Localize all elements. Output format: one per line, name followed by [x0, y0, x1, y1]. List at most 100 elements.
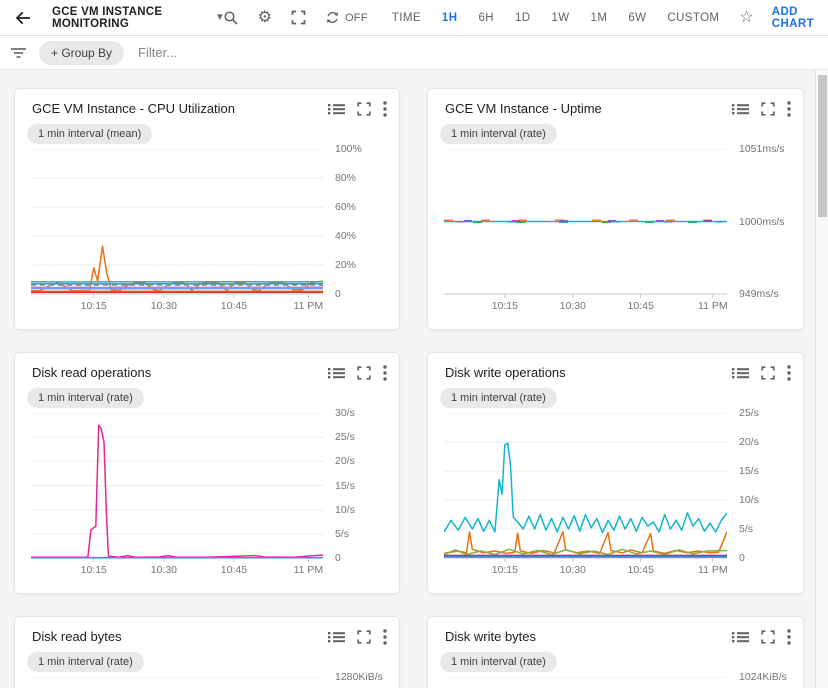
x-axis-tick-label: 10:30 — [150, 300, 177, 312]
chart-card-actions — [328, 629, 387, 645]
settings-gear-icon[interactable]: ⚙ — [257, 8, 272, 26]
y-axis-tick-label: 0 — [739, 552, 745, 564]
x-axis-tick-label: 10:45 — [220, 300, 248, 312]
x-axis-tick-label: 10:30 — [559, 300, 586, 312]
interval-chip: 1 min interval (rate) — [440, 652, 557, 672]
group-by-chip[interactable]: + Group By — [39, 40, 125, 65]
legend-icon[interactable] — [732, 102, 749, 116]
x-axis-tick-label: 10:30 — [150, 564, 177, 576]
interval-chip: 1 min interval (rate) — [440, 124, 557, 144]
time-range-1w[interactable]: 1W — [551, 11, 570, 24]
more-options-icon[interactable] — [383, 101, 387, 117]
chart-plot-area — [31, 149, 323, 299]
y-axis-labels: 0 20% 40% 60% 80% 100% — [329, 143, 395, 300]
x-axis-tick-label: 10:15 — [80, 564, 107, 576]
x-axis-tick-label: 10:45 — [627, 564, 654, 576]
legend-icon[interactable] — [328, 630, 345, 644]
chart-card-uptime: GCE VM Instance - Uptime 1 min interval … — [427, 88, 804, 330]
expand-chart-icon[interactable] — [357, 630, 371, 644]
chart-plot-area — [444, 677, 727, 688]
chart-card-disk-read-operations: Disk read operations 1 min interval (rat… — [14, 352, 400, 594]
chart-title: GCE VM Instance - Uptime — [445, 101, 602, 116]
chart-card-actions — [732, 101, 791, 117]
x-axis-tick-label: 11 PM — [698, 300, 728, 312]
expand-chart-icon[interactable] — [761, 366, 775, 380]
chevron-down-icon: ▾ — [217, 11, 223, 23]
legend-icon[interactable] — [328, 102, 345, 116]
x-axis-tick-label: 10:15 — [491, 300, 518, 312]
y-axis-tick-label: 25/s — [739, 407, 759, 419]
chart-card-disk-read-bytes: Disk read bytes 1 min interval (rate) 12… — [14, 616, 400, 688]
y-axis-tick-label: 10/s — [739, 494, 759, 506]
star-icon[interactable]: ☆ — [739, 8, 754, 26]
time-range-1h[interactable]: 1H — [441, 11, 458, 24]
chart-title: Disk read bytes — [32, 629, 122, 644]
y-axis-tick-label: 15/s — [739, 465, 759, 477]
y-axis-labels: 0 5/s 10/s 15/s 20/s 25/s — [733, 407, 799, 564]
y-axis-tick-label: 10/s — [335, 503, 355, 516]
y-axis-tick-label: 949ms/s — [739, 288, 779, 300]
y-axis-tick-label: 20/s — [335, 455, 355, 468]
auto-refresh-button[interactable]: OFF — [325, 10, 368, 25]
scrollbar-thumb[interactable] — [818, 75, 827, 217]
legend-icon[interactable] — [328, 366, 345, 380]
x-axis-tick-label: 11 PM — [698, 564, 728, 576]
header-actions: ⚙ OFF TIME 1H 6H 1D 1W 1M 6W CUSTOM ☆ AD… — [223, 6, 814, 30]
more-options-icon[interactable] — [383, 365, 387, 381]
back-arrow-icon[interactable] — [14, 9, 32, 27]
chart-plot-area — [31, 413, 323, 563]
x-axis-tick-label: 10:45 — [220, 564, 248, 576]
x-axis-tick-label: 10:15 — [80, 300, 107, 312]
y-axis-tick-label: 5/s — [739, 523, 754, 535]
x-axis-tick-label: 10:30 — [559, 564, 586, 576]
dashboard-title: GCE VM INSTANCE MONITORING — [52, 5, 163, 30]
refresh-icon — [325, 10, 340, 25]
filter-list-icon[interactable] — [10, 46, 27, 60]
time-range-time[interactable]: TIME — [391, 11, 421, 24]
more-options-icon[interactable] — [787, 101, 791, 117]
expand-chart-icon[interactable] — [761, 630, 775, 644]
chart-plot-area — [31, 677, 323, 688]
dashboard-title-dropdown[interactable]: GCE VM INSTANCE MONITORING ▾ — [52, 6, 223, 30]
legend-icon[interactable] — [732, 366, 749, 380]
x-axis-tick-label: 11 PM — [293, 300, 324, 312]
x-axis-labels: 10:15 10:30 10:45 11 PM — [31, 564, 324, 578]
interval-chip: 1 min interval (rate) — [27, 652, 144, 672]
chart-plot-area — [444, 149, 727, 299]
y-axis-tick-label: 25/s — [335, 431, 355, 444]
legend-icon[interactable] — [732, 630, 749, 644]
y-axis-tick-label: 0 — [335, 552, 341, 564]
y-axis-tick-label: 5/s — [335, 527, 350, 540]
y-axis-labels: 1024KiB/s — [733, 671, 799, 688]
more-options-icon[interactable] — [787, 365, 791, 381]
app-header: GCE VM INSTANCE MONITORING ▾ ⚙ OFF TIME … — [0, 0, 828, 36]
interval-chip: 1 min interval (rate) — [27, 388, 144, 408]
expand-chart-icon[interactable] — [357, 366, 371, 380]
time-range-6h[interactable]: 6H — [478, 11, 494, 24]
y-axis-tick-label: 1051ms/s — [739, 143, 785, 155]
x-axis-tick-label: 11 PM — [293, 564, 324, 576]
y-axis-tick-label: 100% — [335, 143, 362, 155]
dashboard-grid: GCE VM Instance - CPU Utilization 1 min … — [0, 70, 828, 688]
time-range-1d[interactable]: 1D — [514, 11, 531, 24]
time-range-custom[interactable]: CUSTOM — [667, 11, 720, 24]
fullscreen-icon[interactable] — [291, 10, 306, 25]
y-axis-tick-label: 0 — [335, 288, 341, 300]
vertical-scrollbar[interactable] — [815, 70, 828, 688]
add-chart-button[interactable]: ADD CHART — [771, 5, 814, 30]
y-axis-tick-label: 80% — [335, 172, 357, 184]
filter-input[interactable]: Filter... — [138, 45, 178, 60]
refresh-state-label: OFF — [344, 11, 368, 24]
x-axis-tick-label: 10:45 — [627, 300, 654, 312]
expand-chart-icon[interactable] — [761, 102, 775, 116]
search-icon[interactable] — [223, 10, 239, 26]
more-options-icon[interactable] — [787, 629, 791, 645]
time-range-1m[interactable]: 1M — [590, 11, 608, 24]
expand-chart-icon[interactable] — [357, 102, 371, 116]
more-options-icon[interactable] — [383, 629, 387, 645]
y-axis-tick-label: 40% — [335, 230, 357, 242]
chart-card-actions — [328, 365, 387, 381]
y-axis-tick-label: 30/s — [335, 407, 355, 419]
y-axis-tick-label: 1000ms/s — [739, 215, 785, 228]
time-range-6w[interactable]: 6W — [628, 11, 647, 24]
